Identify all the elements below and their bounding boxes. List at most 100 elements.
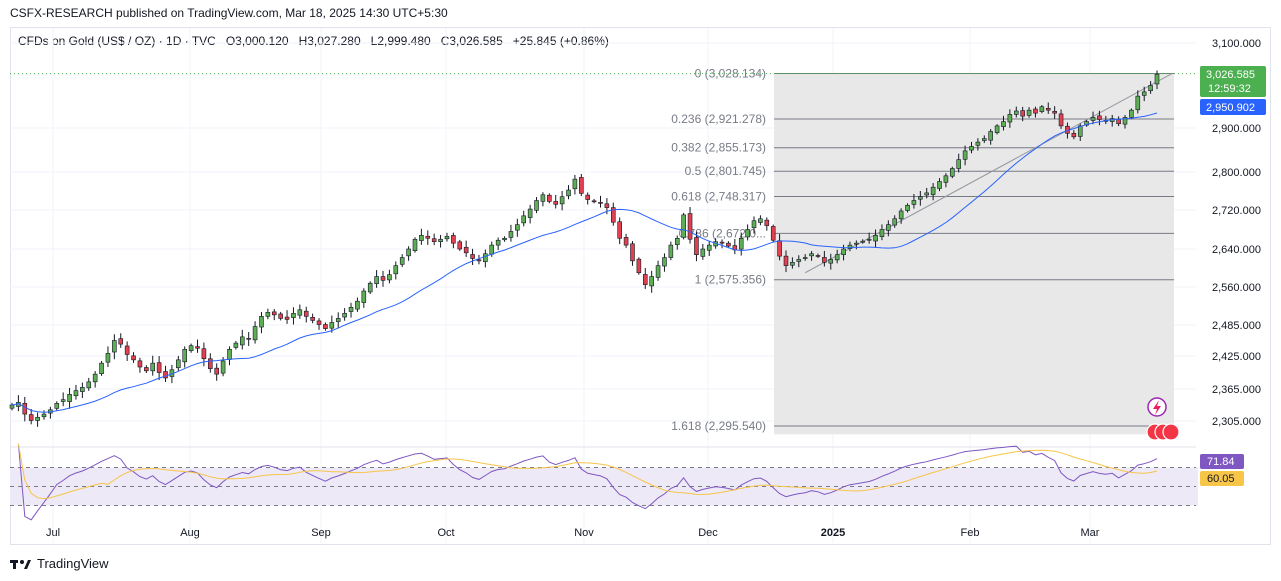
candle-up: [1077, 125, 1083, 137]
fib-level-label: 0.382 (2,855.173): [671, 141, 766, 155]
candle-down: [208, 358, 213, 369]
candle-down: [1097, 115, 1102, 120]
candle-up: [559, 196, 565, 205]
candle-down: [271, 311, 277, 316]
candle-up: [809, 253, 814, 257]
fib-trend-line: [804, 73, 1173, 274]
candle-down: [726, 242, 731, 247]
candle-up: [99, 362, 104, 374]
candle-up: [649, 276, 654, 287]
candle-down: [764, 219, 770, 226]
candle-up: [1013, 110, 1019, 115]
candle-up: [348, 306, 354, 312]
candle-up: [495, 239, 501, 246]
symbol-header: CFDs on Gold (US$ / OZ) · 1D · TVC O3,00…: [18, 34, 609, 48]
candle-up: [540, 194, 546, 202]
candle-up: [239, 336, 245, 346]
candle-down: [137, 360, 143, 368]
candle-up: [790, 261, 795, 266]
time-tick-label: Jul: [46, 527, 60, 539]
candle-up: [489, 244, 495, 255]
candle-up: [73, 390, 79, 397]
fib-level-label: 0.236 (2,921.278): [671, 112, 766, 126]
candle-up: [918, 196, 923, 200]
candle-up: [1026, 109, 1032, 116]
candle-up: [1122, 117, 1128, 125]
candle-down: [547, 194, 552, 202]
candle-up: [502, 237, 507, 241]
price-tick-label: 2,365.000: [1212, 384, 1261, 396]
price-tick-label: 3,100.000: [1212, 38, 1261, 50]
time-tick-label: Dec: [698, 527, 718, 539]
candle-up: [962, 150, 968, 160]
candle-down: [214, 367, 219, 375]
candle-up: [92, 373, 98, 383]
candle-up: [898, 210, 904, 220]
time-tick-label: Mar: [1081, 527, 1100, 539]
candle-down: [630, 243, 635, 262]
candle-up: [406, 248, 411, 257]
candle-down: [642, 274, 648, 285]
candle-up: [706, 244, 712, 251]
candle-up: [527, 208, 533, 218]
candle-up: [975, 141, 981, 146]
candle-up: [866, 238, 872, 241]
candle-down: [246, 337, 251, 340]
candle-up: [1001, 121, 1006, 127]
candle-up: [412, 238, 418, 252]
low-value: L2,999.480: [370, 34, 431, 48]
candle-down: [201, 348, 207, 360]
candle-down: [144, 367, 149, 372]
candle-down: [1052, 110, 1057, 114]
candle-up: [1148, 85, 1153, 92]
candle-up: [9, 404, 15, 409]
candle-up: [668, 244, 674, 258]
candle-down: [1045, 107, 1051, 111]
candle-up: [738, 237, 744, 250]
rsi-ma-badge: [1200, 471, 1244, 486]
candle-up: [950, 168, 955, 177]
candle-up: [355, 300, 360, 310]
candle-down: [623, 237, 629, 246]
candle-up: [60, 399, 66, 402]
candle-down: [28, 414, 34, 421]
price-tick-label: 2,485.000: [1212, 320, 1261, 332]
footer-brand: TradingView: [37, 556, 109, 571]
candle-up: [655, 265, 661, 278]
rsi-value: 71.84: [1207, 456, 1235, 468]
candle-down: [463, 246, 469, 254]
fib-level-label: 0.618 (2,748.317): [671, 190, 766, 204]
candle-down: [22, 402, 28, 415]
candle-up: [393, 265, 399, 275]
candle-down: [1116, 119, 1121, 125]
high-value: H3,027.280: [298, 34, 361, 48]
candle-up: [796, 259, 802, 262]
candle-up: [112, 340, 117, 353]
rsi-value-badge: [1200, 454, 1244, 469]
candle-up: [751, 220, 757, 229]
candle-down: [1071, 132, 1077, 138]
candle-up: [220, 360, 226, 374]
candle-up: [534, 200, 539, 211]
candle-down: [310, 316, 315, 321]
candle-up: [182, 348, 187, 363]
candle-up: [943, 175, 949, 183]
candle-up: [438, 238, 443, 242]
time-tick-label: Nov: [574, 527, 594, 539]
moving-average-line: [11, 112, 1158, 413]
time-tick-label: Oct: [437, 527, 454, 539]
candle-down: [585, 194, 590, 200]
footer: TradingView: [10, 556, 109, 571]
candle-down: [303, 310, 309, 317]
candle-down: [611, 207, 616, 223]
candle-up: [828, 259, 834, 264]
candle-up: [1007, 114, 1013, 123]
candle-up: [924, 192, 930, 196]
candle-down: [1020, 110, 1025, 117]
candle-down: [195, 346, 200, 349]
candle-up: [681, 214, 686, 238]
candle-down: [579, 177, 584, 194]
price-tick-label: 2,640.000: [1212, 244, 1261, 256]
candle-up: [150, 362, 156, 372]
